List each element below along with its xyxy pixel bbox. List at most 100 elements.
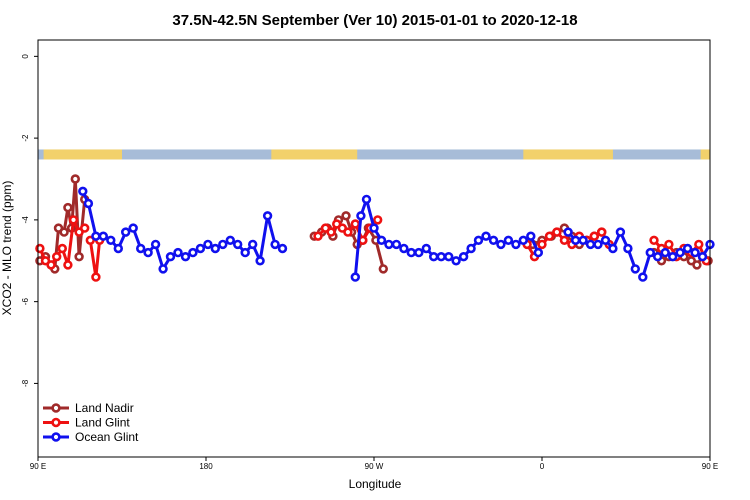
data-point-ocean-glint [660,247,670,258]
data-point-land-glint [57,243,67,254]
data-point-ocean-glint [623,243,633,254]
data-point-ocean-glint [78,186,88,197]
legend-label: Land Glint [75,416,130,430]
data-point-ocean-glint [638,272,648,282]
legend-item-land-glint: Land Glint [43,416,130,430]
data-point-ocean-glint [113,243,124,254]
legend-item-land-nadir: Land Nadir [43,401,134,415]
data-point-ocean-glint [180,252,191,262]
data-point-ocean-glint [98,231,109,241]
data-point-land-nadir [341,211,351,221]
series-ocean-glint [78,186,715,282]
data-point-ocean-glint [406,247,416,258]
land-band [523,149,613,160]
data-point-ocean-glint [248,239,258,250]
data-point-ocean-glint [195,243,206,254]
data-point-ocean-glint [473,235,484,246]
data-point-ocean-glint [533,247,543,258]
legend-item-ocean-glint: Ocean Glint [43,430,139,444]
data-point-ocean-glint [585,239,596,250]
data-point-land-glint [313,231,323,241]
y-tick-label: -2 [21,134,30,142]
land-band [700,149,710,160]
chart-title: 37.5N-42.5N September (Ver 10) 2015-01-0… [172,12,577,29]
x-tick-label: 180 [199,462,213,471]
data-point-ocean-glint [436,252,446,262]
land-band [43,149,122,160]
data-point-ocean-glint [165,252,176,262]
data-point-ocean-glint [600,235,611,246]
legend-marker [51,432,61,442]
y-axis-label: XCO2 - MLO trend (ppm) [0,181,14,316]
series-line-land-glint [88,240,102,279]
data-point-ocean-glint [675,247,685,258]
ocean-band [38,149,710,160]
x-tick-label: 90 E [702,462,718,471]
data-point-ocean-glint [526,231,536,241]
data-point-ocean-glint [136,243,146,254]
legend-marker [51,403,61,413]
data-point-ocean-glint [369,223,379,233]
data-point-ocean-glint [652,252,663,262]
series-layer [35,174,715,282]
data-point-land-nadir [74,252,84,262]
legend-label: Land Nadir [75,401,134,415]
data-point-ocean-glint [158,264,168,274]
data-point-ocean-glint [518,235,528,246]
data-point-ocean-glint [667,252,678,262]
data-point-ocean-glint [414,247,424,258]
y-tick-label: 0 [21,54,30,59]
data-point-ocean-glint [458,252,469,262]
data-point-land-glint [559,235,570,246]
data-point-ocean-glint [690,247,700,258]
data-point-land-glint [79,223,90,233]
data-point-ocean-glint [173,247,183,258]
data-point-ocean-glint [225,235,236,246]
data-point-land-glint [596,227,607,237]
data-point-ocean-glint [399,243,409,254]
data-point-ocean-glint [83,198,94,209]
data-point-ocean-glint [143,247,153,258]
y-axis: 0 -2 -4 -6 -8 [21,54,38,387]
data-point-ocean-glint [361,194,372,205]
data-point-land-glint [46,260,56,270]
data-point-land-nadir [70,174,81,184]
data-point-ocean-glint [630,264,640,274]
data-point-land-nadir [692,260,702,270]
legend-marker [51,417,61,428]
data-point-land-glint [350,219,360,229]
data-point-land-glint [544,231,555,241]
data-point-ocean-glint [188,247,198,258]
legend-label: Ocean Glint [75,430,139,444]
data-point-land-glint [664,239,674,250]
data-point-ocean-glint [615,227,626,237]
data-point-ocean-glint [451,256,461,266]
x-tick-label: 90 W [365,462,384,471]
data-point-ocean-glint [262,211,273,221]
data-point-ocean-glint [682,243,693,254]
data-point-ocean-glint [150,239,161,250]
data-point-ocean-glint [593,239,603,250]
x-tick-label: 90 E [30,462,46,471]
data-point-land-glint [537,239,547,250]
data-point-ocean-glint [503,235,514,246]
data-point-ocean-glint [488,235,499,246]
data-point-ocean-glint [120,227,131,237]
land-band [271,149,358,160]
data-point-ocean-glint [106,235,116,246]
y-tick-label: -4 [21,216,30,224]
data-point-ocean-glint [218,239,228,250]
data-point-ocean-glint [91,231,101,241]
data-point-ocean-glint [210,243,221,254]
land-ocean-strip [38,149,710,160]
data-point-ocean-glint [277,243,288,254]
data-point-ocean-glint [481,231,491,241]
data-point-land-glint [358,235,368,246]
data-point-land-glint [552,227,562,237]
data-point-ocean-glint [697,252,708,262]
data-point-ocean-glint [429,252,439,262]
data-point-land-nadir [63,202,73,213]
data-point-land-nadir [59,227,69,237]
data-point-ocean-glint [421,243,431,254]
